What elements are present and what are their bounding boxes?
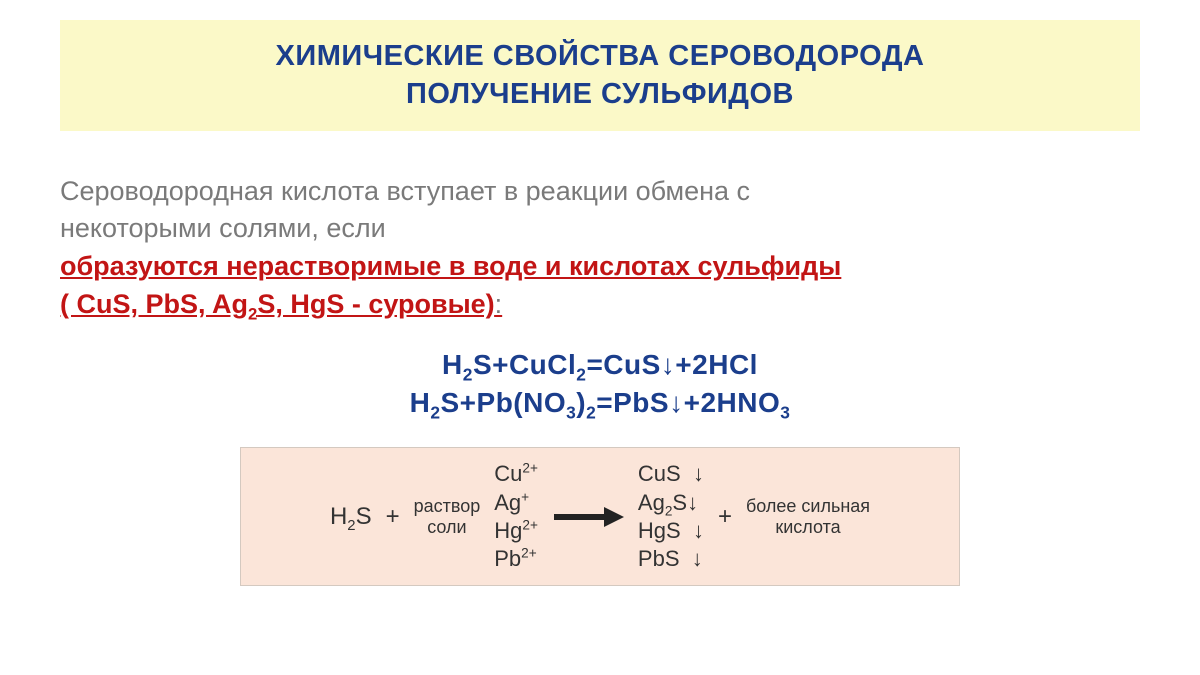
scheme-reagent-sub: 2 xyxy=(347,518,355,534)
prod-ag2s-f: Ag xyxy=(638,490,665,515)
eq2-p3: ) xyxy=(576,387,586,418)
scheme-plus-1: + xyxy=(386,503,400,531)
highlight-line-1: образуются нерастворимые в воде и кислот… xyxy=(60,251,841,281)
arrow-icon xyxy=(552,506,624,528)
salt-label-l2: соли xyxy=(414,517,481,538)
ion-pb-ch: 2+ xyxy=(521,546,537,561)
prod-ag2s: Ag2S↓ xyxy=(638,489,704,517)
eq1-s2: 2 xyxy=(576,364,586,384)
eq2-s4: 3 xyxy=(780,402,790,422)
ion-cu-ch: 2+ xyxy=(522,461,538,476)
prod-pbs-arr: ↓ xyxy=(692,546,703,571)
highlight-line-2-suffix: S, HgS - суровые) xyxy=(257,289,494,319)
scheme-ions: Cu2+ Ag+ Hg2+ Pb2+ xyxy=(494,460,538,573)
intro-line-2: некоторыми солями, если xyxy=(60,213,386,243)
eq2-s3: 2 xyxy=(586,402,596,422)
ion-hg: Hg2+ xyxy=(494,517,538,545)
intro-line-1: Сероводородная кислота вступает в реакци… xyxy=(60,176,750,206)
scheme-arrow xyxy=(552,506,624,528)
eq1-p2: S+СuСl xyxy=(473,349,576,380)
ion-hg-el: Hg xyxy=(494,518,522,543)
title-line-1: ХИМИЧЕСКИЕ СВОЙСТВА СЕРОВОДОРОДА xyxy=(276,40,925,72)
reaction-scheme: H2S + раствор соли Cu2+ Ag+ Hg2+ Pb2+ Cu… xyxy=(240,447,960,586)
highlight-line-2-prefix: ( СuS, PbS, Ag xyxy=(60,289,248,319)
equations-block: H2S+СuСl2=СuS↓+2HСl H2S+Pb(NO3)2=PbS↓+2H… xyxy=(60,346,1140,422)
scheme-reagent-h: H xyxy=(330,503,347,530)
scheme-products: CuS ↓ Ag2S↓ HgS ↓ PbS ↓ xyxy=(638,460,704,573)
prod-hgs-f: HgS xyxy=(638,518,681,543)
prod-hgs-arr: ↓ xyxy=(693,518,704,543)
equation-2: H2S+Pb(NO3)2=PbS↓+2HNO3 xyxy=(60,384,1140,422)
intro-text: Сероводородная кислота вступает в реакци… xyxy=(60,173,1140,246)
result-l1: более сильная xyxy=(746,496,870,517)
slide-title: ХИМИЧЕСКИЕ СВОЙСТВА СЕРОВОДОРОДА ПОЛУЧЕН… xyxy=(90,38,1110,113)
scheme-plus-2: + xyxy=(718,503,732,531)
scheme-result-label: более сильная кислота xyxy=(746,496,870,537)
ion-pb-el: Pb xyxy=(494,546,521,571)
scheme-salt-label: раствор соли xyxy=(414,496,481,537)
highlight-text: образуются нерастворимые в воде и кислот… xyxy=(60,248,1140,324)
ion-ag: Ag+ xyxy=(494,489,538,517)
title-line-2: ПОЛУЧЕНИЕ СУЛЬФИДОВ xyxy=(406,78,794,110)
result-l2: кислота xyxy=(746,517,870,538)
highlight-sub: 2 xyxy=(248,304,257,323)
ion-ag-el: Ag xyxy=(494,490,521,515)
ion-cu: Cu2+ xyxy=(494,460,538,488)
prod-pbs-f: PbS xyxy=(638,546,680,571)
prod-cus-f: CuS xyxy=(638,461,681,486)
salt-label-l1: раствор xyxy=(414,496,481,517)
ion-hg-ch: 2+ xyxy=(522,517,538,532)
prod-pbs: PbS ↓ xyxy=(638,545,704,573)
eq2-s2: 3 xyxy=(566,402,576,422)
eq1-p1: H xyxy=(442,349,463,380)
scheme-reagent-s: S xyxy=(356,503,372,530)
ion-pb: Pb2+ xyxy=(494,545,538,573)
eq2-p4: =PbS↓+2HNO xyxy=(596,387,780,418)
eq2-p2: S+Pb(NO xyxy=(441,387,567,418)
eq2-s1: 2 xyxy=(430,402,440,422)
eq2-p1: H xyxy=(410,387,431,418)
prod-cus: CuS ↓ xyxy=(638,460,704,488)
prod-hgs: HgS ↓ xyxy=(638,517,704,545)
equation-1: H2S+СuСl2=СuS↓+2HСl xyxy=(60,346,1140,384)
ion-ag-ch: + xyxy=(521,489,529,504)
slide: ХИМИЧЕСКИЕ СВОЙСТВА СЕРОВОДОРОДА ПОЛУЧЕН… xyxy=(0,0,1200,675)
prod-cus-arr: ↓ xyxy=(693,461,704,486)
eq1-s1: 2 xyxy=(463,364,473,384)
title-box: ХИМИЧЕСКИЕ СВОЙСТВА СЕРОВОДОРОДА ПОЛУЧЕН… xyxy=(60,20,1140,131)
eq1-p3: =СuS↓+2HСl xyxy=(586,349,758,380)
scheme-reagent: H2S xyxy=(330,503,372,531)
prod-ag2s-arr: ↓ xyxy=(687,490,698,515)
prod-ag2s-tail: S xyxy=(672,490,687,515)
ion-cu-el: Cu xyxy=(494,461,522,486)
highlight-colon: : xyxy=(495,289,503,319)
